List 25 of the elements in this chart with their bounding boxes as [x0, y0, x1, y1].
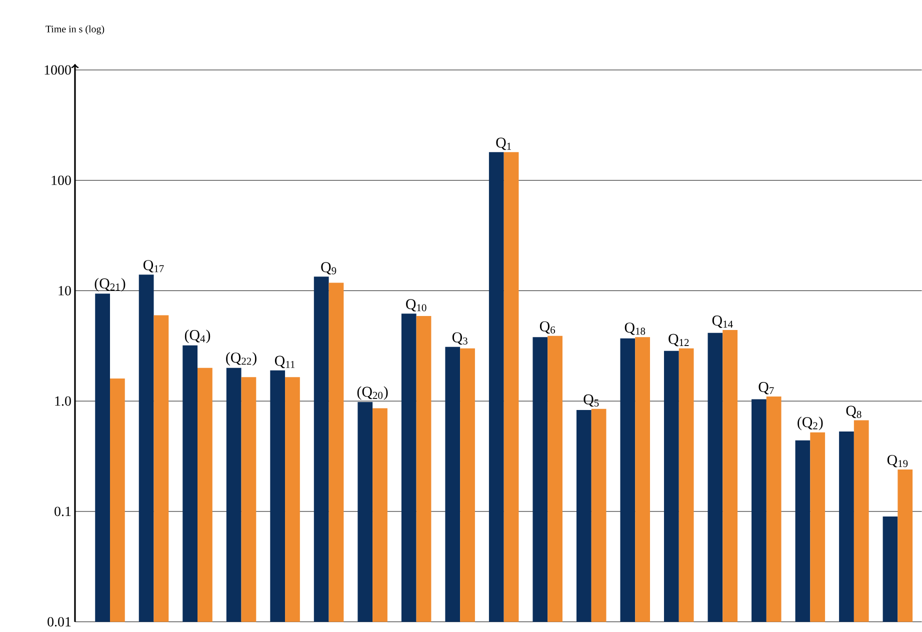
x-tick-label: (Q$_{21}$) [94, 278, 126, 292]
x-tick-label: (Q$_{2}$) [798, 416, 823, 430]
x-tick-label: Q$_{12}$ [668, 334, 689, 346]
x-tick-label: Q$_{18}$ [624, 322, 646, 335]
x-tick-label: Q$_{11}$ [274, 356, 295, 368]
x-tick-label: Q$_{1}$ [496, 138, 511, 150]
x-tick-label: (Q$_{22}$) [226, 352, 256, 366]
x-tick-label: (Q$_{4}$) [184, 330, 210, 344]
x-tick-label: Q$_{10}$ [406, 299, 426, 312]
x-tick-label: Q$_{9}$ [321, 262, 336, 275]
x-tick-label: Q$_{7}$ [758, 382, 774, 394]
y-tick-label: 1000 [44, 65, 71, 75]
y-tick-label: 100 [52, 176, 71, 186]
y-tick-label: 0.1 [54, 506, 71, 516]
x-tick-label: Q$_{19}$ [887, 455, 908, 468]
x-tick-label: Q$_{14}$ [712, 316, 733, 328]
x-tick-label: Q$_{3}$ [452, 332, 468, 345]
x-tick-label: Q$_{8}$ [846, 406, 862, 418]
y-axis-title: Time in s (log) [46, 25, 104, 35]
x-tick-label: Q$_{6}$ [540, 321, 556, 334]
y-tick-label: 1.0 [55, 396, 71, 406]
y-tick-label: 10 [58, 286, 71, 296]
x-tick-label: (Q$_{20}$) [357, 386, 388, 400]
y-tick-label: 0.01 [48, 617, 71, 627]
x-tick-label: Q$_{17}$ [143, 260, 164, 272]
